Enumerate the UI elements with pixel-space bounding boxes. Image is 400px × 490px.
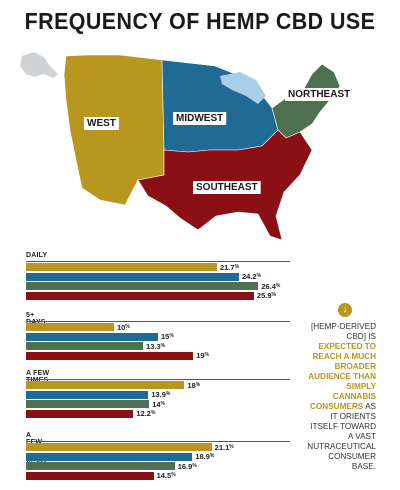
bar xyxy=(26,381,185,389)
callout-part1: [HEMP-DERIVED CBD] IS xyxy=(310,322,376,341)
bar-group-label: DAILY xyxy=(26,252,48,259)
bar xyxy=(26,263,217,271)
bar-value-label: 26.4% xyxy=(261,281,281,291)
region-midwest-shape xyxy=(161,59,279,153)
bar xyxy=(26,471,154,480)
bar-value-label: 10% xyxy=(117,322,130,332)
bar-value-label: 19% xyxy=(196,351,209,360)
callout-part2: AS IT ORIENTS ITSELF TOWARD A VAST NUTRA… xyxy=(307,402,376,471)
bar xyxy=(26,390,149,399)
map-label-southeast: SOUTHEAST xyxy=(196,182,258,193)
callout-highlight: EXPECTED TO REACH A MUCH BROADER AUDIENC… xyxy=(308,342,376,411)
bar xyxy=(26,400,150,408)
map-label-box xyxy=(84,117,119,130)
bar-value-label: 15% xyxy=(161,332,174,341)
alaska-shape xyxy=(20,52,58,78)
bar-value-label: 13.9% xyxy=(151,390,171,399)
bar xyxy=(26,452,193,461)
bar-value-label: 24.2% xyxy=(241,272,262,281)
callout-text: [HEMP-DERIVED CBD] IS EXPECTED TO REACH … xyxy=(304,322,376,472)
bar-value-label: 14.5% xyxy=(156,471,176,480)
bar-value-label: 12.2% xyxy=(136,409,156,418)
bar-value-label: 14% xyxy=(152,399,165,409)
bar xyxy=(26,323,114,331)
bar-value-label: 25.9% xyxy=(256,291,276,300)
arrow-down-circle-icon: ↓ xyxy=(338,303,352,317)
bar xyxy=(26,282,259,290)
map-label-box xyxy=(285,88,354,101)
great-lakes-shape xyxy=(220,72,266,104)
bar-group-divider xyxy=(26,321,290,322)
bar-value-label: 18.9% xyxy=(195,452,215,461)
bar-group-divider xyxy=(26,441,290,442)
map-label-west: WEST xyxy=(87,118,116,129)
bar xyxy=(26,443,212,451)
bar-value-label: 21.1% xyxy=(214,442,234,452)
bar-value-label: 18% xyxy=(187,380,201,390)
bar xyxy=(26,351,194,360)
page-title: FREQUENCY OF HEMP CBD USE xyxy=(24,8,376,34)
bar xyxy=(26,272,239,281)
map-label-northeast: NORTHEAST xyxy=(288,89,350,100)
map-label-box xyxy=(173,112,227,125)
bar-value-label: 21.7% xyxy=(219,262,240,272)
us-regions-map: WEST MIDWEST NORTHEAST SOUTHEAST xyxy=(20,52,354,240)
bar xyxy=(26,332,158,341)
bar xyxy=(26,342,144,350)
bar xyxy=(26,462,175,470)
bar xyxy=(26,291,254,300)
bar-value-label: 13.3% xyxy=(146,341,166,351)
map-label-box xyxy=(193,181,261,194)
bar-group-divider xyxy=(26,379,290,380)
bar-group-divider xyxy=(26,261,290,262)
bar-value-label: 16.9% xyxy=(177,461,197,471)
bar xyxy=(26,409,134,418)
map-label-midwest: MIDWEST xyxy=(176,113,223,124)
